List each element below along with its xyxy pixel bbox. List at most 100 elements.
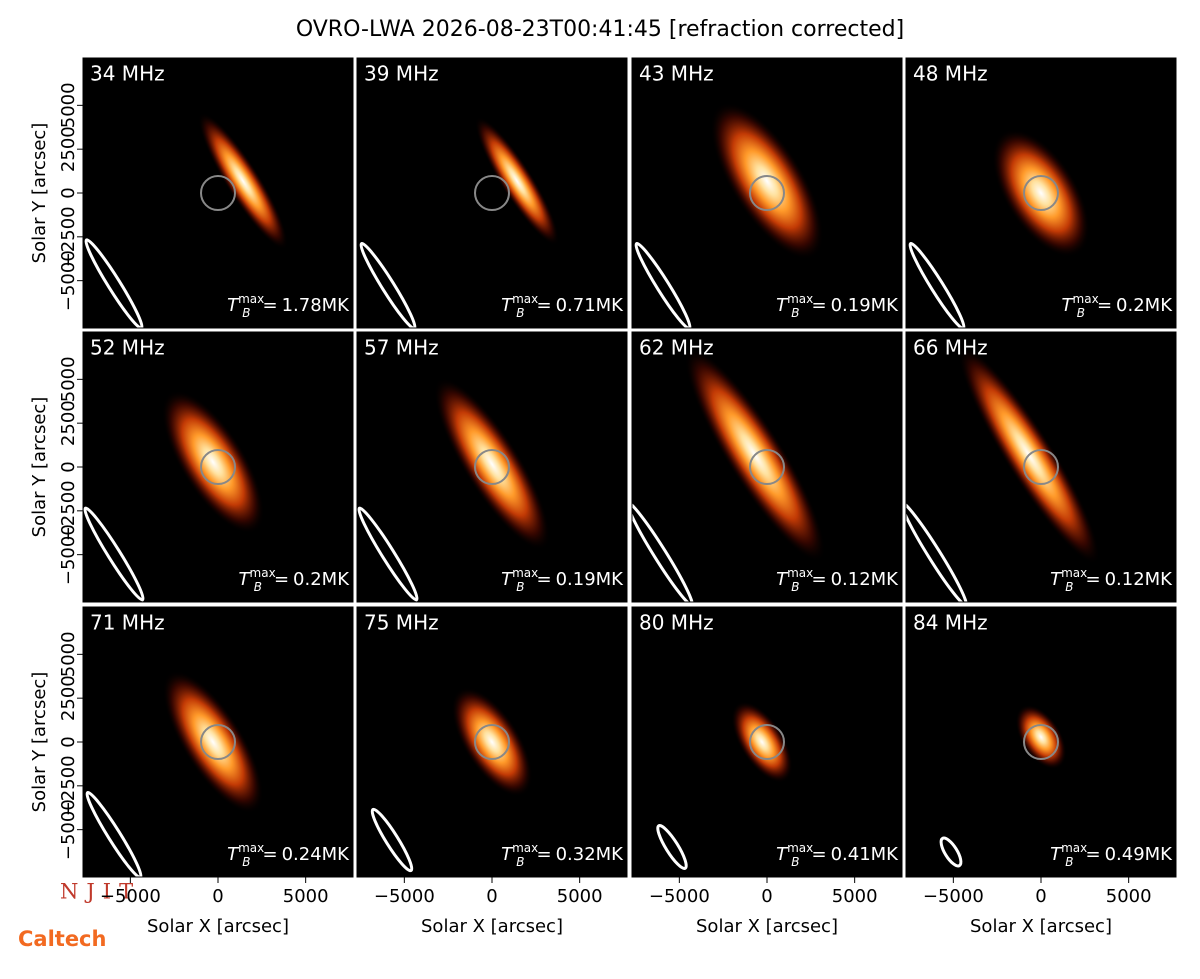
y-tick-label: −2500 [58, 480, 79, 541]
x-tick-label: 5000 [832, 886, 878, 907]
panel: 39 MHz Tmax B = 0.71MK [356, 57, 628, 329]
tmax-label: Tmax B = 0.2MK [1062, 292, 1174, 320]
emission [162, 670, 264, 814]
x-tick-label: 0 [486, 886, 497, 907]
tmax-sup: max [1061, 841, 1087, 855]
x-tick-label: −5000 [100, 886, 161, 907]
panel: 84 MHz Tmax B = 0.49MK −5000 0 5000 Solar X [arc… [905, 606, 1177, 937]
beam [906, 501, 968, 602]
image [357, 607, 627, 877]
emission [731, 701, 793, 783]
frequency-label: 43 MHz [639, 62, 714, 86]
x-axis-label: Solar X [arcsec] [970, 916, 1112, 937]
tmax-sup: max [787, 841, 813, 855]
y-tick-label: −5000 [58, 250, 79, 311]
panel-frame [356, 57, 628, 329]
panel-frame [631, 331, 903, 603]
tmax-eq: = [536, 844, 551, 865]
solar-disk [474, 449, 510, 485]
emission [451, 687, 533, 797]
panel: 57 MHz Tmax B = 0.19MK [356, 331, 628, 603]
panel-frame [905, 331, 1177, 603]
x-tick-label: −5000 [649, 886, 710, 907]
frequency-label: 52 MHz [90, 336, 165, 360]
frequency-label: 80 MHz [639, 611, 714, 635]
y-tick-label: 2500 [58, 675, 79, 721]
tmax-sup: max [512, 841, 538, 855]
panel-frame [631, 57, 903, 329]
tmax-label: Tmax B = 0.24MK [227, 841, 350, 869]
panel: 75 MHz Tmax B = 0.32MK −5000 0 5000 Solar X [arc… [356, 606, 628, 937]
y-tick-label: 0 [58, 187, 79, 198]
solar-disk [474, 724, 510, 760]
y-axis-label: Solar Y [arcsec] [29, 397, 50, 538]
y-tick-label: −5000 [58, 799, 79, 860]
tmax-sup: max [1073, 292, 1099, 306]
tmax-label: Tmax B = 0.41MK [776, 841, 899, 869]
y-axis-label: Solar Y [arcsec] [29, 123, 50, 264]
tmax-eq: = [262, 295, 277, 316]
frequency-label: 84 MHz [913, 611, 988, 635]
tmax-sub: B [791, 855, 799, 869]
tmax-sup: max [787, 566, 813, 580]
panel: 48 MHz Tmax B = 0.2MK [905, 57, 1177, 329]
tmax-symbol: T [776, 844, 789, 865]
emission [710, 102, 824, 260]
emission [161, 390, 265, 534]
tmax-symbol: T [776, 295, 789, 316]
x-tick-label: 0 [1035, 886, 1046, 907]
tmax-value: 0.19MK [556, 569, 625, 590]
y-tick-label: 0 [58, 461, 79, 472]
image [632, 58, 902, 328]
x-tick-label: 5000 [283, 886, 329, 907]
x-tick-label: 0 [212, 886, 223, 907]
x-tick-label: −5000 [374, 886, 435, 907]
tmax-sub: B [1065, 855, 1073, 869]
frequency-label: 34 MHz [90, 62, 165, 86]
y-tick-label: −5000 [58, 524, 79, 585]
tmax-eq: = [1097, 295, 1112, 316]
tmax-sub: B [1065, 580, 1073, 594]
beam [83, 506, 145, 602]
tmax-value: 0.19MK [831, 295, 900, 316]
tmax-eq: = [811, 569, 826, 590]
image [83, 332, 353, 602]
emission [992, 129, 1090, 257]
tmax-label: Tmax B = 0.71MK [501, 292, 624, 320]
panel: 80 MHz Tmax B = 0.41MK −5000 0 5000 Solar X [arc… [631, 606, 903, 937]
tmax-label: Tmax B = 0.19MK [501, 566, 624, 594]
x-tick-label: 5000 [1106, 886, 1152, 907]
solar-disk [749, 175, 785, 211]
tmax-sup: max [512, 292, 538, 306]
tmax-eq: = [262, 844, 277, 865]
tmax-sub: B [791, 306, 799, 320]
y-tick-label: 5000 [58, 356, 79, 402]
solar-disk [1023, 175, 1059, 211]
tmax-sub: B [516, 855, 524, 869]
tmax-sub: B [1077, 306, 1085, 320]
image [632, 607, 902, 877]
image [357, 332, 627, 602]
x-tick-label: 0 [761, 886, 772, 907]
y-tick-label: 2500 [58, 400, 79, 446]
tmax-sup: max [238, 292, 264, 306]
tmax-eq: = [811, 295, 826, 316]
emission [475, 116, 559, 246]
beam [357, 506, 419, 602]
solar-disk [1023, 449, 1059, 485]
emission [433, 377, 551, 551]
beam [939, 836, 963, 868]
y-tick-label: −2500 [58, 206, 79, 267]
image [357, 58, 627, 328]
tmax-symbol: T [501, 569, 514, 590]
solar-disk [749, 449, 785, 485]
tmax-sub: B [791, 580, 799, 594]
tmax-sub: B [516, 306, 524, 320]
image [83, 58, 353, 328]
tmax-sup: max [1061, 566, 1087, 580]
panel: 62 MHz Tmax B = 0.12MK [631, 331, 903, 603]
y-tick-label: 2500 [58, 126, 79, 172]
